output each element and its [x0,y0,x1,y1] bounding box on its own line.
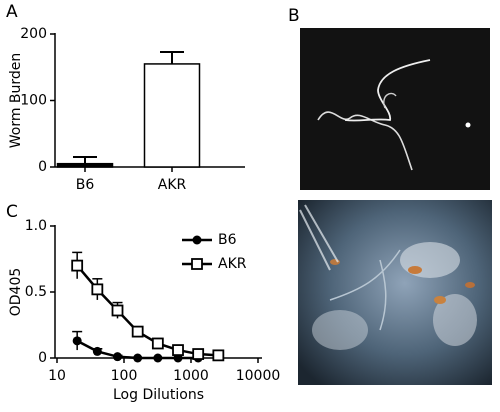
y-tick-label: 200 [20,26,47,42]
x-tick-label: AKR [158,177,187,193]
photo-tissue [298,200,492,385]
bar [56,162,114,168]
panel-label: C [6,202,18,222]
x-tick-label: 1000 [173,368,209,384]
x-tick-label: 100 [111,368,138,384]
y-tick-label: 0.5 [25,284,47,300]
data-point [151,337,164,350]
data-point [111,304,124,317]
panel-label: B [288,6,300,26]
legend-label: AKR [218,256,247,272]
data-point [153,353,163,363]
y-axis-label: OD405 [8,268,24,317]
legend-marker [191,258,203,270]
data-point [71,259,84,272]
y-tick-label: 1.0 [25,218,47,234]
data-point [212,349,225,362]
data-point [91,283,104,296]
x-tick-label: B6 [76,177,95,193]
photo-worms [300,28,490,190]
y-tick-label: 100 [20,93,47,109]
data-point [72,336,82,346]
legend-marker [192,235,202,245]
x-axis-label: Log Dilutions [113,387,204,403]
data-point [92,346,102,356]
x-tick-label: 10000 [236,368,281,384]
legend-label: B6 [218,232,237,248]
y-tick-label: 0 [38,159,47,175]
data-point [131,325,144,338]
y-tick-label: 0 [38,350,47,366]
panel-label: A [6,2,18,22]
data-point [192,348,205,360]
bar [143,63,201,168]
x-tick-label: 10 [48,368,66,384]
data-point [133,353,143,363]
data-point [113,352,123,362]
y-axis-label: Worm Burden [8,53,24,149]
data-point [172,344,184,356]
